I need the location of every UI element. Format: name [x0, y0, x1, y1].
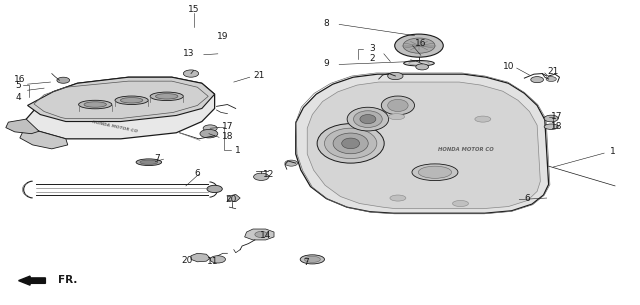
Circle shape — [388, 72, 403, 80]
Polygon shape — [20, 124, 68, 149]
Ellipse shape — [360, 115, 376, 124]
Circle shape — [546, 77, 556, 81]
Circle shape — [207, 185, 222, 192]
Text: 8: 8 — [323, 19, 329, 28]
Circle shape — [253, 173, 269, 181]
Polygon shape — [28, 77, 214, 121]
Circle shape — [210, 256, 225, 263]
Text: 16: 16 — [14, 74, 26, 84]
Text: 20: 20 — [225, 195, 236, 204]
Ellipse shape — [140, 160, 158, 164]
Polygon shape — [296, 74, 548, 213]
Ellipse shape — [305, 256, 320, 262]
Ellipse shape — [156, 94, 178, 99]
Circle shape — [395, 34, 444, 57]
Text: 14: 14 — [260, 231, 271, 240]
Text: 21: 21 — [547, 66, 559, 76]
Circle shape — [285, 160, 298, 166]
Ellipse shape — [404, 60, 435, 66]
Circle shape — [544, 115, 558, 122]
Text: 9: 9 — [323, 59, 329, 68]
Circle shape — [416, 64, 429, 70]
Ellipse shape — [136, 159, 162, 166]
Text: FR.: FR. — [58, 275, 77, 285]
Ellipse shape — [79, 100, 112, 109]
Ellipse shape — [381, 96, 415, 115]
Ellipse shape — [347, 107, 388, 131]
Text: 17: 17 — [221, 122, 233, 131]
Text: 12: 12 — [263, 170, 275, 179]
Ellipse shape — [324, 128, 377, 159]
Circle shape — [255, 231, 268, 238]
Ellipse shape — [333, 133, 368, 154]
Polygon shape — [26, 77, 214, 139]
Text: 6: 6 — [525, 194, 531, 203]
Ellipse shape — [475, 116, 491, 122]
Text: 10: 10 — [502, 63, 514, 71]
Text: HONDA MOTOR CO: HONDA MOTOR CO — [438, 147, 493, 152]
Text: 18: 18 — [550, 122, 562, 131]
Ellipse shape — [452, 200, 468, 206]
Polygon shape — [244, 229, 274, 240]
Ellipse shape — [150, 92, 183, 101]
Circle shape — [183, 70, 198, 77]
Polygon shape — [307, 82, 540, 209]
Text: 18: 18 — [221, 132, 233, 141]
Polygon shape — [191, 253, 210, 262]
Text: 17: 17 — [550, 112, 562, 121]
Text: 6: 6 — [195, 169, 200, 178]
Text: 2: 2 — [369, 55, 375, 63]
Text: 20: 20 — [182, 256, 193, 265]
Ellipse shape — [342, 138, 360, 149]
Text: 7: 7 — [303, 258, 309, 267]
Text: 19: 19 — [217, 32, 228, 41]
Text: 1: 1 — [236, 145, 241, 155]
Circle shape — [531, 77, 543, 83]
Text: 3: 3 — [369, 44, 375, 53]
Polygon shape — [6, 119, 39, 134]
Text: 7: 7 — [154, 154, 160, 163]
Ellipse shape — [412, 164, 458, 181]
Ellipse shape — [388, 99, 408, 112]
Circle shape — [57, 77, 70, 83]
Circle shape — [200, 129, 218, 138]
Ellipse shape — [84, 102, 106, 107]
Ellipse shape — [388, 114, 404, 120]
Text: 13: 13 — [183, 49, 195, 58]
Text: HONDA MOTOR CO: HONDA MOTOR CO — [92, 120, 138, 134]
Text: 4: 4 — [16, 93, 21, 102]
Ellipse shape — [115, 96, 148, 105]
Text: 15: 15 — [188, 5, 199, 14]
FancyArrow shape — [19, 276, 45, 285]
Ellipse shape — [390, 195, 406, 201]
Text: 21: 21 — [253, 71, 265, 81]
Circle shape — [203, 125, 217, 131]
Circle shape — [403, 38, 435, 53]
Ellipse shape — [120, 98, 143, 103]
Text: 1: 1 — [610, 147, 615, 156]
Ellipse shape — [317, 124, 384, 163]
Ellipse shape — [353, 111, 382, 127]
Text: 11: 11 — [207, 257, 218, 266]
Text: 5: 5 — [16, 81, 22, 90]
Polygon shape — [227, 194, 240, 202]
Ellipse shape — [300, 255, 324, 264]
Ellipse shape — [544, 124, 558, 129]
Ellipse shape — [419, 166, 452, 178]
Text: 16: 16 — [415, 39, 427, 48]
